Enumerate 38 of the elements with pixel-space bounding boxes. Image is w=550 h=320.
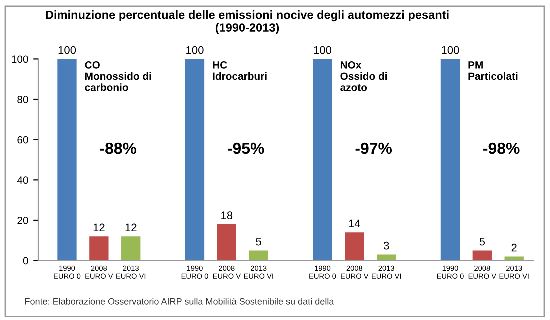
annotation: HC Idrocarburi <box>213 61 267 80</box>
bar <box>217 224 236 261</box>
data-label: 18 <box>222 212 233 220</box>
bar <box>345 232 364 261</box>
y-tick-label: 100 <box>12 56 28 64</box>
data-label: 5 <box>256 238 262 246</box>
bar <box>122 236 141 261</box>
y-tick-label: 40 <box>17 176 28 184</box>
y-tick-label: 60 <box>18 136 28 144</box>
bar <box>90 236 109 261</box>
data-label: 12 <box>94 224 105 232</box>
chart-title: Diminuzione percentuale delle emissioni nocive degli automezzi pesanti (1990-2013) <box>46 10 449 34</box>
y-tick-label: 0 <box>23 257 28 265</box>
data-label: 2 <box>512 244 517 252</box>
annotation: NOx Ossido di azoto <box>340 61 388 92</box>
data-label: 100 <box>186 46 204 54</box>
annotation: -98% <box>484 142 520 154</box>
bar <box>185 59 205 261</box>
bar <box>440 59 460 261</box>
data-label: 100 <box>442 46 460 54</box>
source-note: Fonte: Elaborazione Osservatorio AIRP sulla Mobilità Sostenibile su dati della <box>25 298 334 305</box>
annotation: CO Monossido di carbonio <box>85 61 152 92</box>
data-label: 14 <box>349 220 361 228</box>
annotation: -95% <box>228 142 264 154</box>
data-label: 12 <box>126 224 137 232</box>
y-tick-label: 80 <box>18 96 28 104</box>
y-tick-label: 20 <box>18 216 28 224</box>
annotation: PM Particolati <box>468 62 518 80</box>
data-label: 3 <box>384 242 390 250</box>
bar <box>249 250 268 261</box>
data-label: 5 <box>480 238 486 246</box>
bar <box>472 250 492 261</box>
bar <box>313 59 332 261</box>
annotation: -88% <box>100 142 137 154</box>
bar <box>58 59 77 261</box>
data-label: 100 <box>314 46 332 54</box>
annotation: -97% <box>356 142 392 154</box>
data-label: 100 <box>58 46 76 54</box>
